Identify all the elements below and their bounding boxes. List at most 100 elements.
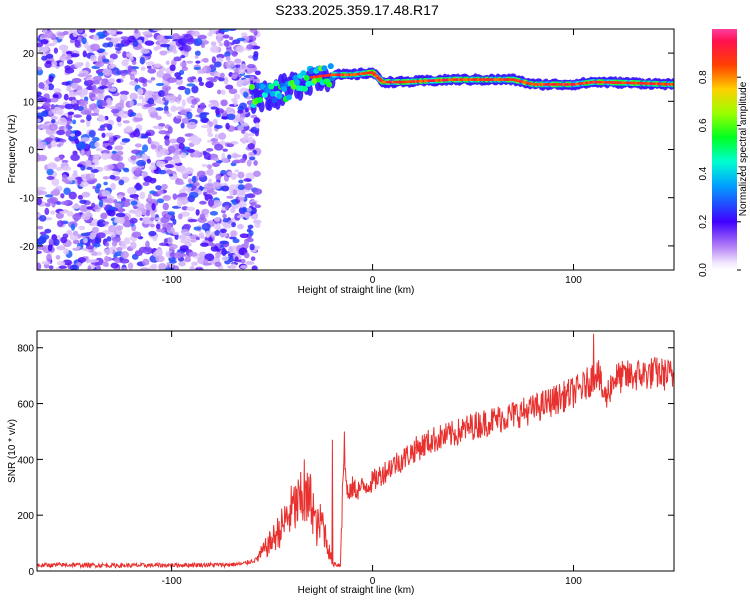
heatmap-cell — [219, 108, 224, 114]
heatmap-cell — [110, 232, 116, 238]
heatmap-cell — [239, 79, 244, 87]
heatmap-cell — [142, 216, 151, 225]
heatmap-cell — [169, 64, 176, 72]
heatmap-cell — [126, 52, 133, 58]
heatmap-cell — [249, 75, 255, 81]
heatmap-cell — [214, 229, 221, 236]
heatmap-cell — [149, 177, 157, 184]
heatmap-cell — [149, 190, 156, 195]
heatmap-cell — [60, 138, 67, 143]
heatmap-cell — [149, 111, 159, 119]
heatmap-cell — [244, 183, 253, 191]
heatmap-cell — [51, 178, 60, 187]
heatmap-cell — [188, 191, 199, 199]
heatmap-cell — [62, 233, 69, 239]
heatmap-cell — [105, 32, 110, 36]
heatmap-cell — [193, 188, 200, 193]
heatmap-cell — [158, 130, 168, 135]
heatmap-cell — [39, 215, 47, 222]
heatmap-cell — [44, 217, 53, 221]
heatmap-cell — [225, 55, 231, 62]
heatmap-cell — [92, 178, 98, 183]
heatmap-cell — [131, 60, 137, 65]
colorbar-label: Normalized spectral amplitude — [738, 81, 749, 216]
heatmap-cell — [85, 79, 94, 86]
heatmap-cell — [176, 115, 183, 119]
heatmap-cell — [164, 138, 170, 146]
heatmap-cell — [230, 221, 237, 228]
heatmap-cell — [218, 132, 227, 140]
heatmap-cell — [145, 240, 150, 249]
colorbar-tick-label: 0.2 — [698, 214, 709, 228]
heatmap-cell — [119, 258, 130, 264]
heatmap-cell — [59, 210, 68, 214]
heatmap-cell — [90, 54, 97, 62]
heatmap-cell — [158, 169, 167, 175]
heatmap-cell — [108, 224, 117, 233]
heatmap-cell — [57, 108, 64, 116]
heatmap-cell — [268, 83, 275, 90]
heatmap-cell — [172, 231, 180, 235]
heatmap-cell — [186, 206, 196, 212]
heatmap-cell — [67, 111, 75, 116]
heatmap-cell — [74, 39, 81, 48]
heatmap-cell — [89, 232, 96, 240]
heatmap-cell — [167, 211, 176, 216]
heatmap-cell — [80, 110, 91, 115]
heatmap-cell — [61, 159, 69, 164]
heatmap-cell — [102, 176, 110, 180]
heatmap-cell — [137, 88, 144, 96]
heatmap-cell — [233, 93, 241, 100]
heatmap-cell — [177, 199, 182, 208]
heatmap-cell — [237, 125, 244, 131]
heatmap-cell — [139, 191, 146, 200]
heatmap-cell — [269, 90, 276, 97]
heatmap-cell — [141, 78, 148, 84]
heatmap-cell — [219, 140, 226, 146]
heatmap-cell — [158, 122, 166, 127]
heatmap-cell — [232, 238, 240, 244]
heatmap-cell — [231, 50, 238, 57]
heatmap-cell — [221, 248, 227, 256]
heatmap-cell — [167, 145, 176, 154]
heatmap-cell — [50, 115, 59, 121]
heatmap-cell — [252, 53, 259, 61]
heatmap-cell — [229, 184, 237, 190]
heatmap-cell — [238, 188, 246, 196]
heatmap-cell — [52, 94, 59, 99]
heatmap-cell — [89, 29, 96, 33]
heatmap-cell — [99, 85, 108, 89]
heatmap-cell — [135, 182, 141, 190]
heatmap-cell — [166, 35, 174, 40]
heatmap-cell — [74, 138, 80, 145]
heatmap-cell — [52, 188, 61, 196]
heatmap-cell — [72, 30, 79, 38]
heatmap-cell — [164, 156, 173, 161]
heatmap-cell — [226, 195, 234, 199]
heatmap-cell — [205, 230, 211, 238]
colorbar-gradient — [712, 29, 737, 270]
heatmap-cell — [44, 202, 51, 207]
heatmap-cell — [110, 262, 119, 269]
heatmap-cell — [142, 82, 148, 87]
heatmap-cell — [105, 198, 115, 204]
heatmap-cell — [143, 104, 153, 108]
heatmap-cell — [151, 203, 156, 211]
heatmap-cell — [173, 56, 182, 62]
heatmap-cell — [231, 74, 238, 80]
heatmap-cell — [72, 239, 80, 245]
heatmap-cell — [236, 223, 244, 230]
heatmap-cell — [64, 103, 75, 110]
heatmap-cell — [37, 154, 48, 162]
heatmap-cell — [180, 152, 187, 159]
heatmap-cell — [155, 217, 162, 221]
heatmap-cell — [227, 154, 232, 160]
heatmap-cell — [165, 169, 173, 175]
heatmap-cell — [147, 79, 153, 84]
heatmap-cell — [92, 185, 97, 190]
heatmap-cell — [245, 261, 255, 265]
heatmap-cell — [226, 113, 236, 121]
heatmap-cell — [70, 82, 78, 89]
heatmap-cell — [237, 184, 245, 191]
heatmap-cell — [238, 68, 245, 75]
